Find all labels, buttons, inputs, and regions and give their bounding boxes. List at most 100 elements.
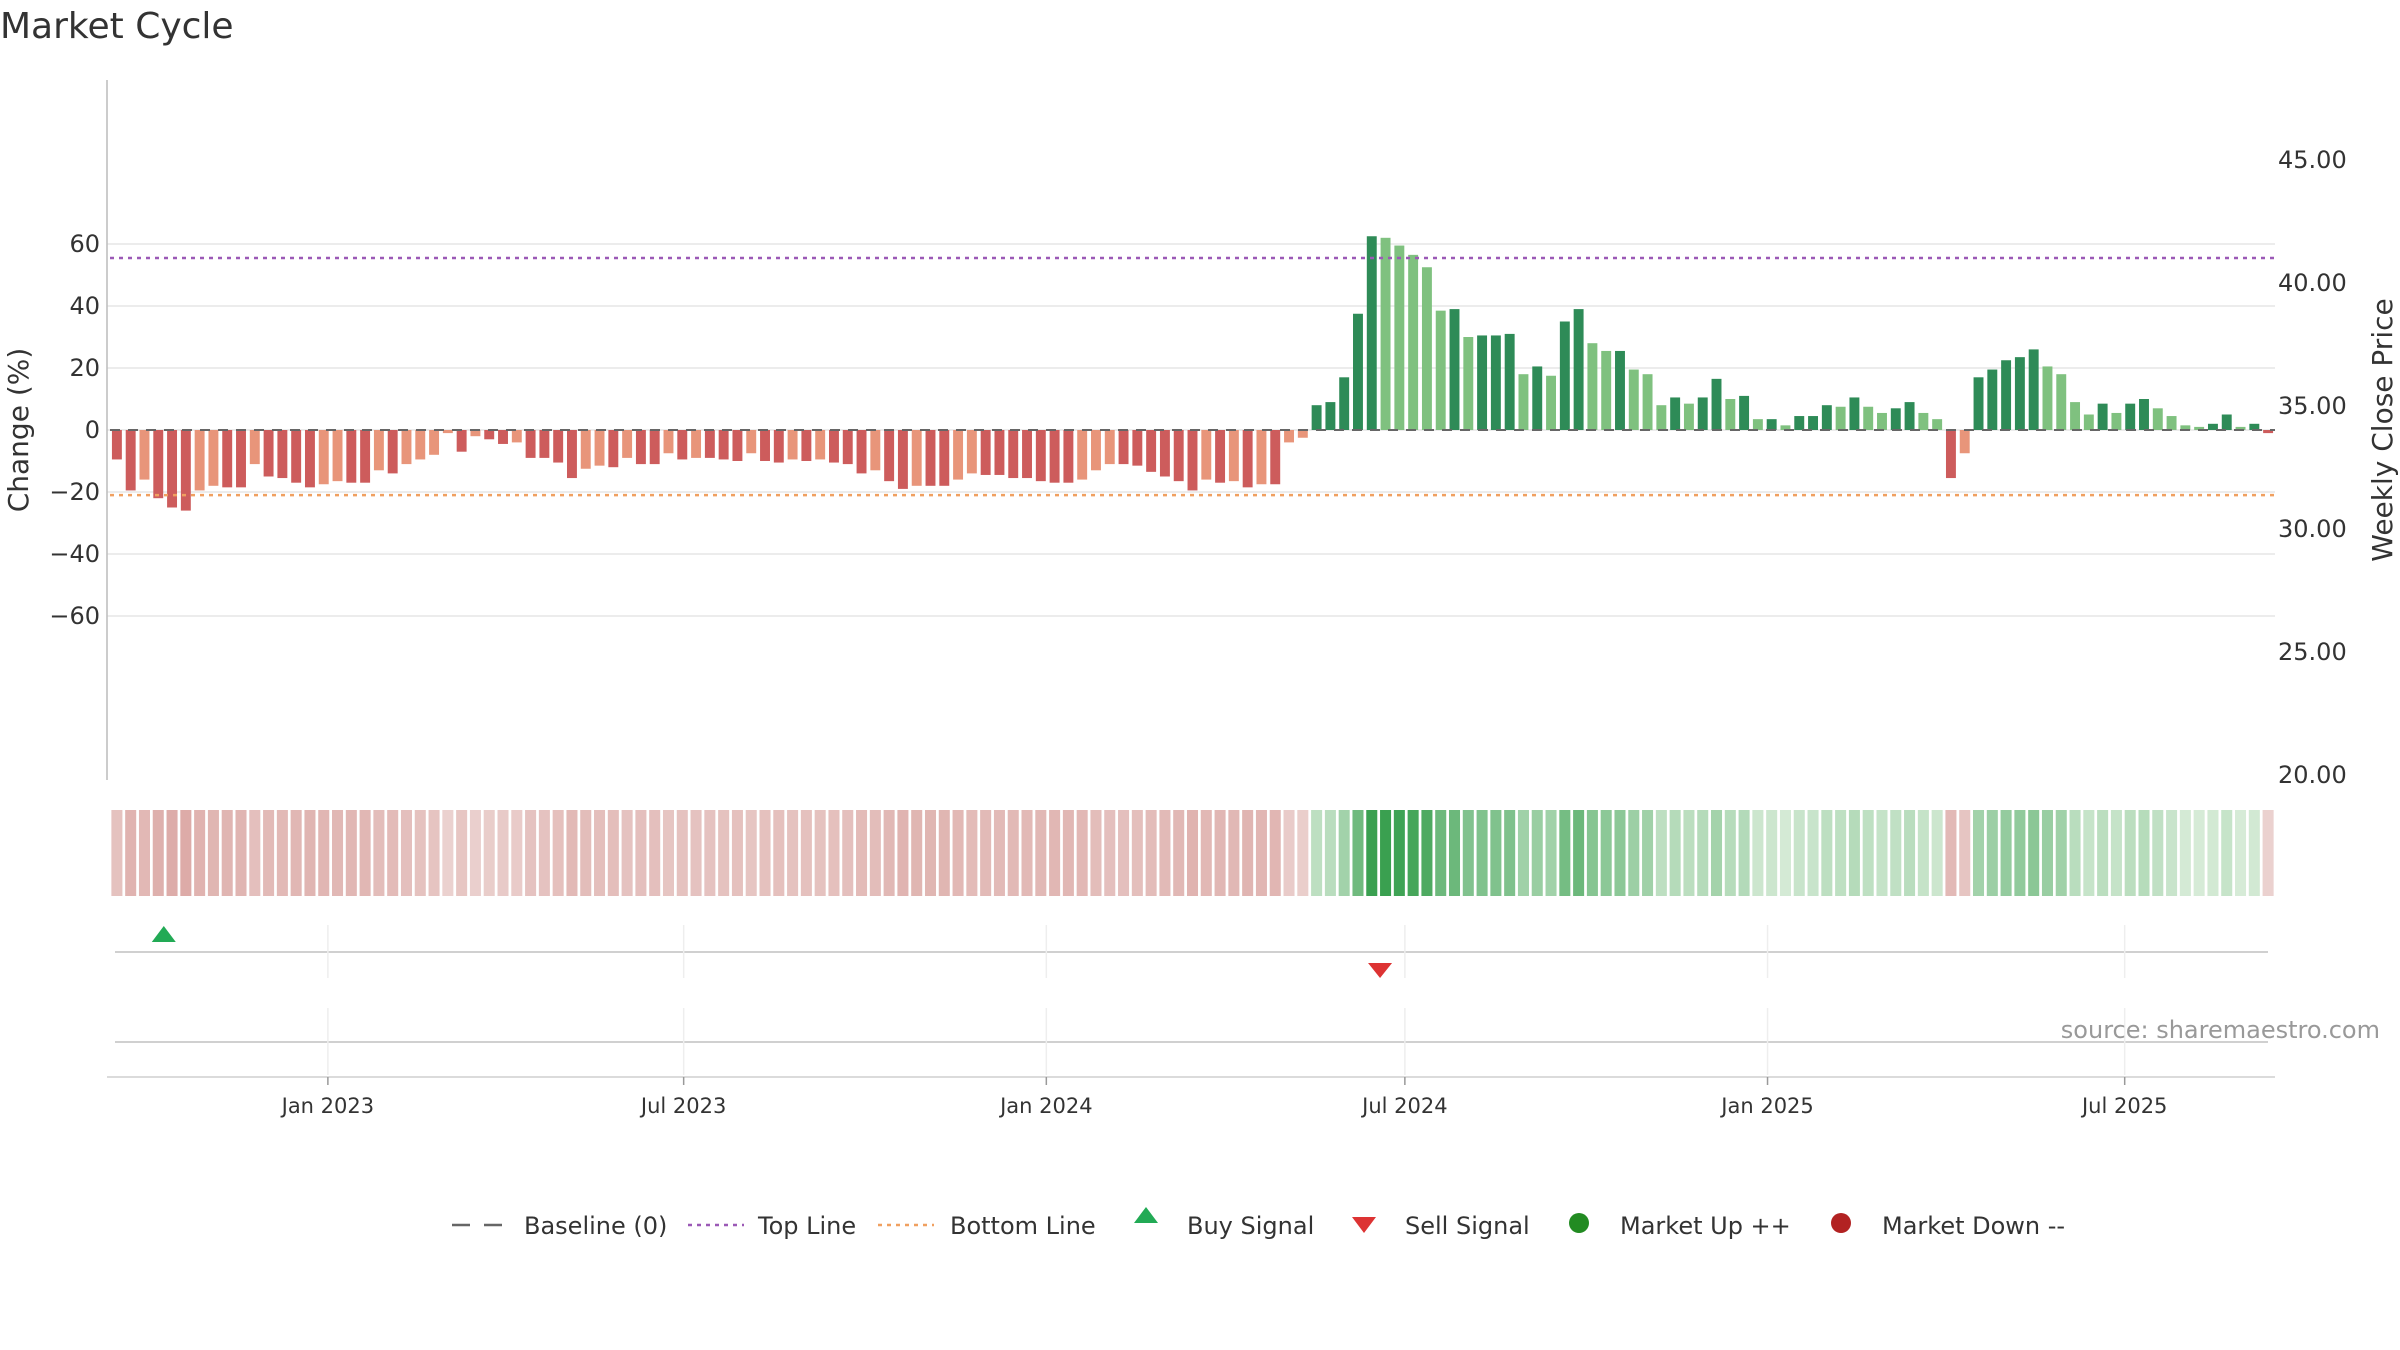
change-bar xyxy=(2207,423,2218,430)
legend-item: Sell Signal xyxy=(1352,1212,1530,1240)
strip-cell xyxy=(1297,810,1309,896)
strip-cell xyxy=(2166,810,2178,896)
change-bar xyxy=(387,430,398,474)
market-panel xyxy=(107,1008,2275,1078)
change-bar xyxy=(1642,374,1653,430)
strip-cell xyxy=(525,810,537,896)
change-bar xyxy=(1932,419,1943,430)
change-bar xyxy=(263,430,274,477)
change-bar xyxy=(1435,310,1446,430)
strip-cell xyxy=(538,810,550,896)
change-bar xyxy=(277,430,288,479)
strip-cell xyxy=(1531,810,1543,896)
strip-cell xyxy=(1462,810,1474,896)
strip-cell xyxy=(828,810,840,896)
strip-cell xyxy=(1890,810,1902,896)
strip-cell xyxy=(662,810,675,896)
change-bar xyxy=(1490,335,1501,430)
strip-cell xyxy=(400,810,412,896)
change-bar xyxy=(1380,237,1391,430)
change-bar xyxy=(1256,430,1267,485)
change-bar xyxy=(2194,426,2205,430)
strip-cell xyxy=(869,810,881,896)
strip-cell xyxy=(966,810,978,896)
strip-cell xyxy=(2124,810,2136,896)
change-bar xyxy=(1711,378,1722,430)
x-tick-label: Jul 2025 xyxy=(2080,1094,2167,1118)
strip-cell xyxy=(1255,810,1267,896)
change-bars xyxy=(111,236,2274,511)
strip-cell xyxy=(428,810,440,896)
strip-cell xyxy=(1835,810,1847,896)
change-bar xyxy=(829,430,839,463)
strip-cell xyxy=(607,810,619,896)
change-bar xyxy=(1780,425,1791,430)
strip-cell xyxy=(2221,810,2233,896)
strip-cell xyxy=(938,810,950,896)
change-bar xyxy=(925,430,936,486)
y2-tick-label: 20.00 xyxy=(2278,761,2347,789)
y-tick-label: −20 xyxy=(49,478,100,506)
legend-buy-icon xyxy=(1134,1207,1158,1223)
change-bar xyxy=(1063,430,1074,483)
y2-tick-label: 25.00 xyxy=(2278,638,2347,666)
change-bar xyxy=(1877,412,1887,430)
change-bar xyxy=(773,430,784,463)
change-bar xyxy=(1670,397,1681,430)
change-bar xyxy=(1077,430,1088,480)
strip-cell xyxy=(1752,810,1764,896)
change-bar xyxy=(1173,430,1184,482)
strip-cell xyxy=(2028,810,2040,896)
legend-market-up-icon xyxy=(1569,1213,1589,1233)
strip-cell xyxy=(442,810,454,896)
strip-cell xyxy=(1876,810,1888,896)
change-bar xyxy=(966,430,977,474)
y-tick-label: −60 xyxy=(49,602,100,630)
change-bar xyxy=(1808,416,1819,430)
strip-cell xyxy=(111,810,123,896)
change-bar xyxy=(484,430,495,440)
change-bar xyxy=(222,430,233,488)
change-bar xyxy=(511,430,522,443)
strip-cell xyxy=(2235,810,2247,896)
change-bar xyxy=(746,430,757,454)
x-axis-ticks: Jan 2023 Jul 2023 Jan 2024 Jul 2024 Jan 2025… xyxy=(280,1077,2167,1118)
strip-cell xyxy=(1104,810,1116,896)
strip-cell xyxy=(1076,810,1088,896)
strip-cell xyxy=(1628,810,1640,896)
strip-cell xyxy=(552,810,564,896)
strip-cell xyxy=(883,810,895,896)
change-bar xyxy=(1421,267,1432,430)
strip-cell xyxy=(194,810,206,896)
strip-cell xyxy=(332,810,344,896)
change-bar xyxy=(815,430,826,460)
change-bar xyxy=(718,430,729,460)
y-tick-label: 0 xyxy=(85,416,100,444)
strip-cell xyxy=(1131,810,1143,896)
legend-item: Market Down -- xyxy=(1831,1212,2065,1240)
strip-cell xyxy=(1779,810,1791,896)
change-bar xyxy=(2042,366,2053,430)
strip-cell xyxy=(1380,810,1392,896)
strip-cell xyxy=(263,810,275,896)
change-bar xyxy=(2028,349,2039,430)
strip-cell xyxy=(1490,810,1502,896)
strip-cell xyxy=(1145,810,1157,896)
legend: Baseline (0) Top Line Bottom Line Buy Signa… xyxy=(452,1207,2065,1240)
change-bar xyxy=(897,430,908,489)
strip-cell xyxy=(980,810,992,896)
strip-cell xyxy=(1862,810,1874,896)
x-tick-label: Jan 2024 xyxy=(998,1094,1093,1118)
change-bar xyxy=(1794,416,1805,430)
change-bar xyxy=(1890,408,1901,430)
change-bar xyxy=(1766,419,1777,430)
legend-item: Buy Signal xyxy=(1134,1207,1314,1240)
y2-axis-label: Weekly Close Price xyxy=(2366,298,2399,561)
change-bar xyxy=(2070,402,2081,430)
change-bar xyxy=(1035,430,1046,482)
strip-cell xyxy=(483,810,495,896)
signal-panel xyxy=(115,925,2268,978)
change-bar xyxy=(373,430,384,471)
y-tick-label: 60 xyxy=(69,230,100,258)
